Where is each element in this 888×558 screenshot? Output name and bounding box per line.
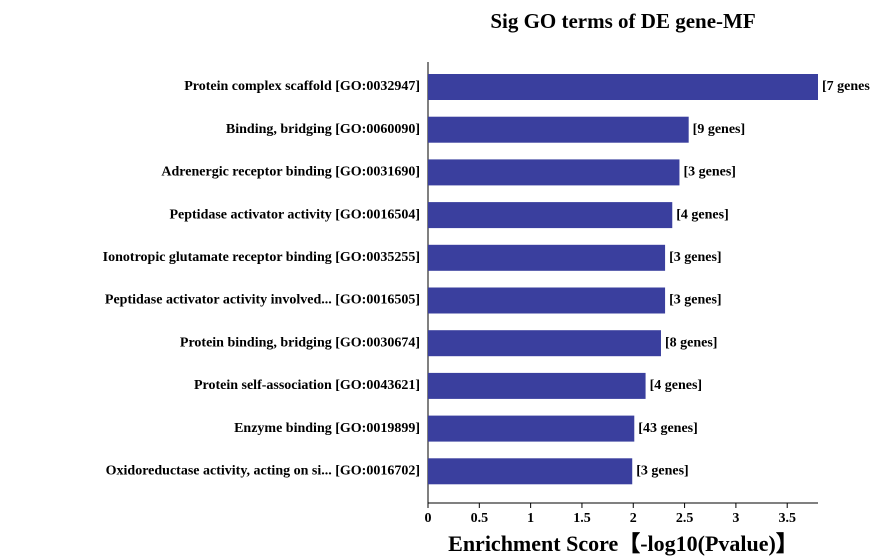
- bar: [428, 287, 666, 314]
- y-tick-label: Protein self-association [GO:0043621]: [194, 378, 420, 393]
- bar: [428, 330, 661, 357]
- bar-annotation: [3 genes]: [683, 165, 736, 180]
- x-tick-label: 3.5: [778, 511, 796, 526]
- y-tick-label: Adrenergic receptor binding [GO:0031690]: [161, 165, 420, 180]
- y-tick-label: Peptidase activator activity [GO:0016504…: [169, 207, 420, 222]
- y-tick-label: Peptidase activator activity involved...…: [105, 293, 420, 308]
- bar: [428, 159, 680, 186]
- y-tick-label: Enzyme binding [GO:0019899]: [234, 421, 420, 436]
- x-tick-label: 1.5: [573, 511, 591, 526]
- bar: [428, 74, 818, 100]
- bar: [428, 202, 673, 229]
- bar: [428, 415, 635, 442]
- chart-title: Sig GO terms of DE gene-MF: [490, 9, 755, 33]
- bar: [428, 244, 666, 271]
- bar-annotation: [3 genes]: [669, 293, 722, 308]
- bar: [428, 372, 646, 399]
- x-tick-label: 2: [630, 511, 637, 526]
- bar-annotation: [3 genes]: [669, 250, 722, 265]
- y-tick-label: Protein binding, bridging [GO:0030674]: [180, 335, 420, 350]
- y-tick-label: Binding, bridging [GO:0060090]: [226, 122, 420, 137]
- bar-annotation: [9 genes]: [693, 122, 746, 137]
- bar-annotation: [4 genes]: [650, 378, 703, 393]
- x-tick-label: 2.5: [676, 511, 694, 526]
- y-tick-label: Oxidoreductase activity, acting on si...…: [106, 464, 420, 479]
- bar: [428, 116, 689, 143]
- x-tick-label: 3: [732, 511, 739, 526]
- y-tick-label: Ionotropic glutamate receptor binding [G…: [103, 250, 420, 265]
- y-tick-label: Protein complex scaffold [GO:0032947]: [184, 79, 420, 94]
- x-tick-label: 1: [527, 511, 534, 526]
- bar-annotation: [7 genes: [822, 79, 870, 94]
- bar-annotation: [8 genes]: [665, 335, 718, 350]
- x-tick-label: 0: [425, 511, 432, 526]
- bar-annotation: [3 genes]: [636, 464, 689, 479]
- bar: [428, 458, 633, 485]
- x-tick-label: 0.5: [471, 511, 489, 526]
- bar-annotation: [4 genes]: [676, 207, 729, 222]
- x-axis-label: Enrichment Score【-log10(Pvalue)】: [448, 531, 798, 556]
- bar-annotation: [43 genes]: [638, 421, 698, 436]
